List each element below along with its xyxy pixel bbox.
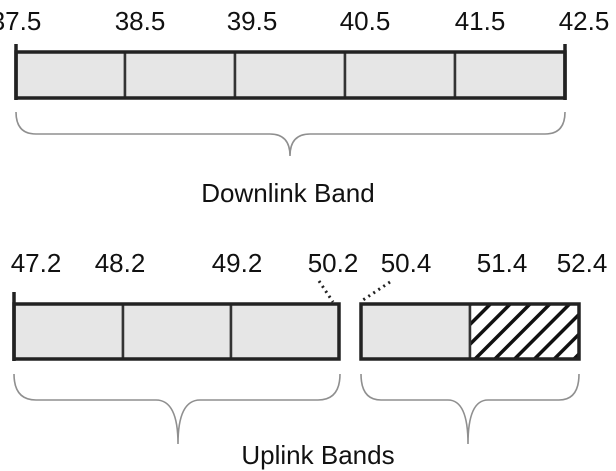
uplink-tick-50.4: 50.4 [381, 248, 432, 278]
downlink-channel [14, 50, 127, 100]
downlink-tick-38.5: 38.5 [115, 6, 166, 36]
downlink-group: 37.5 38.5 39.5 40.5 41.5 42.5 Downlink B… [0, 6, 609, 208]
downlink-channel [343, 50, 457, 100]
uplink-caption: Uplink Bands [241, 440, 394, 470]
uplink-brace-b [360, 373, 580, 445]
uplink-segment-a-frame [12, 302, 341, 361]
downlink-tick-42.5: 42.5 [559, 6, 610, 36]
uplink-tick-47.2: 47.2 [11, 248, 62, 278]
downlink-tick-39.5: 39.5 [227, 6, 278, 36]
uplink-channel-hatched [468, 302, 581, 361]
downlink-caption: Downlink Band [201, 178, 374, 208]
downlink-channel [233, 50, 347, 100]
downlink-tick-37.5: 37.5 [0, 6, 41, 36]
downlink-band-frame [14, 50, 567, 100]
gap-marker-right [362, 280, 391, 302]
gap-marker-left [317, 280, 335, 303]
uplink-channel [359, 302, 472, 361]
uplink-group: 47.2 48.2 49.2 50.2 50.4 51.4 52.4 Uplin… [11, 248, 608, 470]
downlink-tick-41.5: 41.5 [455, 6, 506, 36]
uplink-tick-52.4: 52.4 [557, 248, 608, 278]
uplink-tick-51.4: 51.4 [477, 248, 528, 278]
uplink-channel [12, 302, 125, 361]
downlink-brace [15, 111, 566, 157]
uplink-tick-50.2: 50.2 [308, 248, 359, 278]
uplink-channel [229, 302, 341, 361]
uplink-channel [121, 302, 233, 361]
downlink-channel [123, 50, 237, 100]
uplink-brace-a [13, 373, 341, 445]
downlink-tick-40.5: 40.5 [340, 6, 391, 36]
uplink-tick-48.2: 48.2 [95, 248, 146, 278]
uplink-tick-49.2: 49.2 [212, 248, 263, 278]
downlink-channel [453, 50, 567, 100]
uplink-segment-b-frame [359, 302, 581, 361]
